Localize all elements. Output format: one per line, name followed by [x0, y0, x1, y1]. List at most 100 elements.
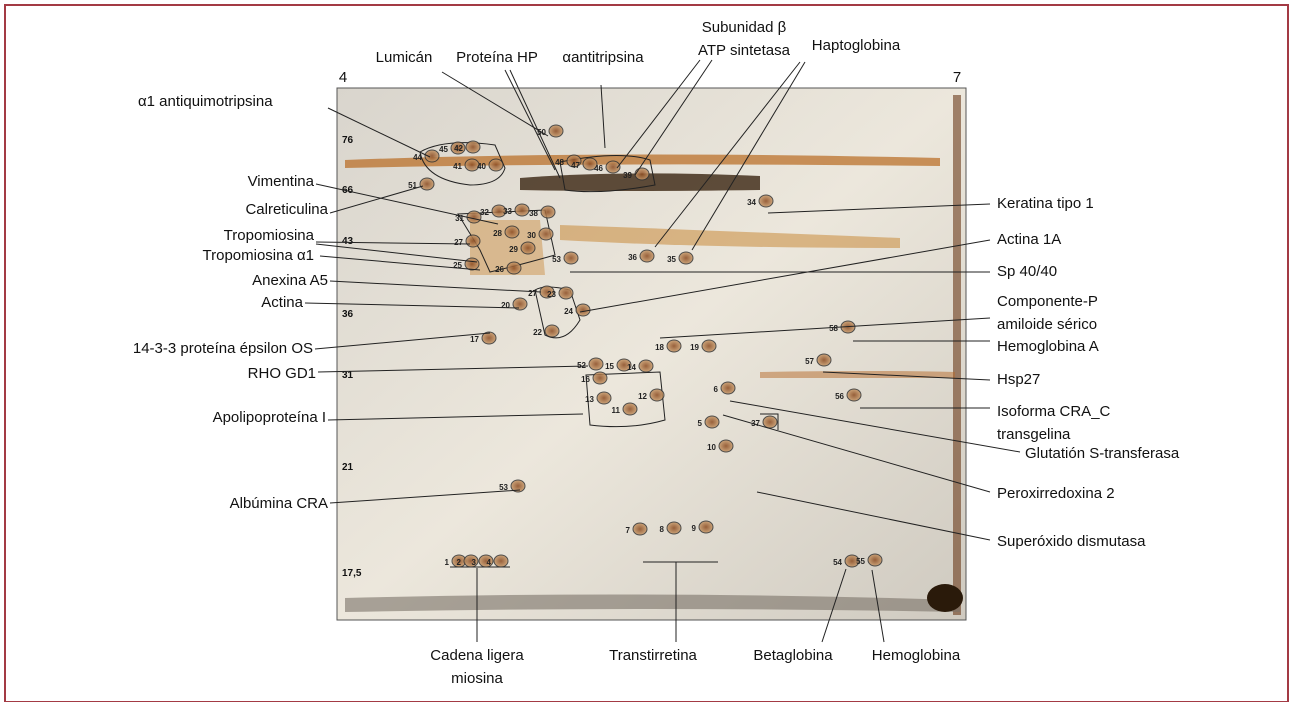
spot-number: 24: [564, 307, 573, 316]
spot-number: 16: [581, 375, 590, 384]
spot: [507, 262, 521, 274]
spot-number: 55: [856, 557, 865, 566]
spot: [635, 168, 649, 180]
spot-number: 26: [495, 265, 504, 274]
protein-label: Componente-P: [997, 293, 1098, 310]
protein-label: Superóxido dismutasa: [997, 533, 1146, 550]
protein-label: Subunidad β: [702, 19, 787, 36]
spot: [597, 392, 611, 404]
spot-number: 29: [509, 245, 518, 254]
spot-number: 18: [655, 343, 664, 352]
protein-label: ATP sintetasa: [698, 42, 791, 59]
spot: [593, 372, 607, 384]
protein-label: Lumicán: [376, 49, 433, 66]
spot: [868, 554, 882, 566]
spot-number: 46: [594, 164, 603, 173]
protein-label: αantitripsina: [562, 49, 644, 66]
spot: [466, 235, 480, 247]
spot-number: 38: [529, 209, 538, 218]
spot: [545, 325, 559, 337]
spot: [650, 389, 664, 401]
spot-number: 36: [628, 253, 637, 262]
protein-label: amiloide sérico: [997, 316, 1097, 333]
spot: [847, 389, 861, 401]
protein-label: miosina: [451, 670, 503, 687]
spot: [640, 250, 654, 262]
protein-label: Apolipoproteína I: [213, 409, 326, 426]
spot-number: 4: [487, 558, 492, 567]
spot-number: 52: [577, 361, 586, 370]
spot: [759, 195, 773, 207]
spot-number: 32: [480, 208, 489, 217]
protein-label: Transtirretina: [609, 647, 697, 664]
spot-number: 33: [503, 207, 512, 216]
protein-label: Isoforma CRA_C: [997, 403, 1111, 420]
ph-label: 7: [953, 69, 961, 86]
spot-number: 6: [714, 385, 719, 394]
mw-label: 43: [342, 236, 354, 247]
spot: [633, 523, 647, 535]
spot: [576, 304, 590, 316]
spot-number: 1: [445, 558, 450, 567]
protein-label: Betaglobina: [753, 647, 833, 664]
mw-label: 17,5: [342, 568, 362, 579]
spot-number: 54: [833, 558, 842, 567]
spot-number: 56: [835, 392, 844, 401]
spot-number: 9: [692, 524, 697, 533]
protein-label: Anexina A5: [252, 272, 328, 289]
protein-label: Albúmina CRA: [230, 495, 328, 512]
figure: 4776664336312117,55045424441404847463951…: [0, 0, 1293, 702]
spot-number: 2: [457, 558, 462, 567]
protein-label: α1 antiquimotripsina: [138, 93, 273, 110]
spot-number: 22: [533, 328, 542, 337]
spot-number: 14: [627, 363, 636, 372]
spot: [505, 226, 519, 238]
spot: [702, 340, 716, 352]
spot: [467, 211, 481, 223]
protein-label: 14-3-3 proteína épsilon OS: [133, 340, 313, 357]
spot: [515, 204, 529, 216]
spot-number: 11: [612, 406, 621, 415]
spot-number: 20: [501, 301, 510, 310]
mw-label: 36: [342, 309, 354, 320]
spot: [639, 360, 653, 372]
protein-label: Keratina tipo 1: [997, 195, 1094, 212]
protein-label: Proteína HP: [456, 49, 538, 66]
spot: [521, 242, 535, 254]
spot-number: 30: [527, 231, 536, 240]
spot: [539, 228, 553, 240]
spot: [719, 440, 733, 452]
spot-number: 57: [805, 357, 814, 366]
protein-label: Calreticulina: [245, 201, 328, 218]
spot-number: 48: [555, 158, 564, 167]
spot: [699, 521, 713, 533]
spot-number: 12: [638, 392, 647, 401]
protein-label: RHO GD1: [248, 365, 316, 382]
protein-label: Actina: [261, 294, 303, 311]
protein-label: Sp 40/40: [997, 263, 1057, 280]
spot-number: 40: [477, 162, 486, 171]
protein-label: Hemoglobina A: [997, 338, 1099, 355]
spot-number: 42: [454, 144, 463, 153]
protein-label: Cadena ligera: [430, 647, 524, 664]
protein-label: Vimentina: [248, 173, 315, 190]
protein-label: Tropomiosina α1: [203, 247, 315, 264]
spot: [541, 206, 555, 218]
spot: [559, 287, 573, 299]
spot-number: 19: [690, 343, 699, 352]
spot: [817, 354, 831, 366]
protein-label: Peroxirredoxina 2: [997, 485, 1115, 502]
spot: [489, 159, 503, 171]
spot: [721, 382, 735, 394]
spot-number: 58: [829, 324, 838, 333]
spot-number: 5: [698, 419, 703, 428]
protein-label: Haptoglobina: [812, 37, 901, 54]
protein-label: Actina 1A: [997, 231, 1061, 248]
spot: [466, 141, 480, 153]
spot-number: 10: [707, 443, 716, 452]
spot-number: 35: [667, 255, 676, 264]
spot: [667, 340, 681, 352]
spot: [763, 416, 777, 428]
spot-number: 8: [660, 525, 665, 534]
protein-label: Hsp27: [997, 371, 1040, 388]
